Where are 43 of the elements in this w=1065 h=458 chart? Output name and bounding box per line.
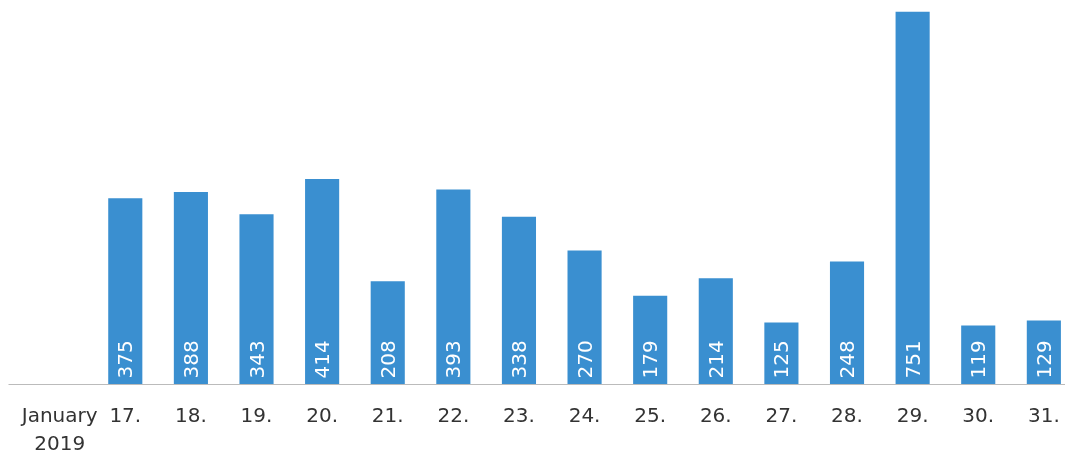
x-tick-label: 30. xyxy=(962,402,995,427)
x-tick-label: 24. xyxy=(568,402,601,427)
x-tick-label: 21. xyxy=(371,402,404,427)
bar xyxy=(895,11,930,385)
data-label: 751 xyxy=(900,340,925,379)
x-tick-label: 31. xyxy=(1027,402,1060,427)
bar xyxy=(173,191,208,385)
data-label: 129 xyxy=(1031,340,1056,379)
bar xyxy=(239,214,274,385)
x-tick-label: January 2019 xyxy=(19,402,98,456)
data-label: 414 xyxy=(310,340,335,379)
bar xyxy=(567,250,602,385)
x-tick-label: 18. xyxy=(175,402,207,427)
data-label: 393 xyxy=(441,340,466,379)
x-tick-label: 17. xyxy=(109,402,142,427)
data-label: 214 xyxy=(703,340,728,379)
bar xyxy=(633,295,668,385)
data-label: 125 xyxy=(769,340,794,379)
bar xyxy=(305,178,340,385)
data-label: 343 xyxy=(244,340,269,379)
x-tick-label: 19. xyxy=(240,402,273,427)
x-tick-label: 26. xyxy=(699,402,732,427)
bar xyxy=(698,278,733,385)
x-tick-label: 22. xyxy=(437,402,470,427)
bar xyxy=(370,281,405,385)
bar xyxy=(436,189,471,385)
x-tick-label: 25. xyxy=(634,402,667,427)
x-tick-label: 28. xyxy=(831,402,863,427)
x-tick-label: 23. xyxy=(503,402,535,427)
x-tick-label: 20. xyxy=(306,402,339,427)
data-label: 179 xyxy=(638,340,663,379)
bar xyxy=(108,198,143,385)
data-label: 208 xyxy=(375,340,400,379)
bar xyxy=(501,216,537,385)
data-label: 119 xyxy=(966,340,991,379)
x-tick-label: 29. xyxy=(896,402,929,427)
data-label: 248 xyxy=(835,340,860,379)
bar xyxy=(829,261,865,385)
data-label: 388 xyxy=(178,340,203,379)
data-label: 338 xyxy=(506,340,531,379)
x-tick-label: 27. xyxy=(765,402,798,427)
data-label: 270 xyxy=(572,340,597,379)
data-label: 375 xyxy=(113,340,138,379)
